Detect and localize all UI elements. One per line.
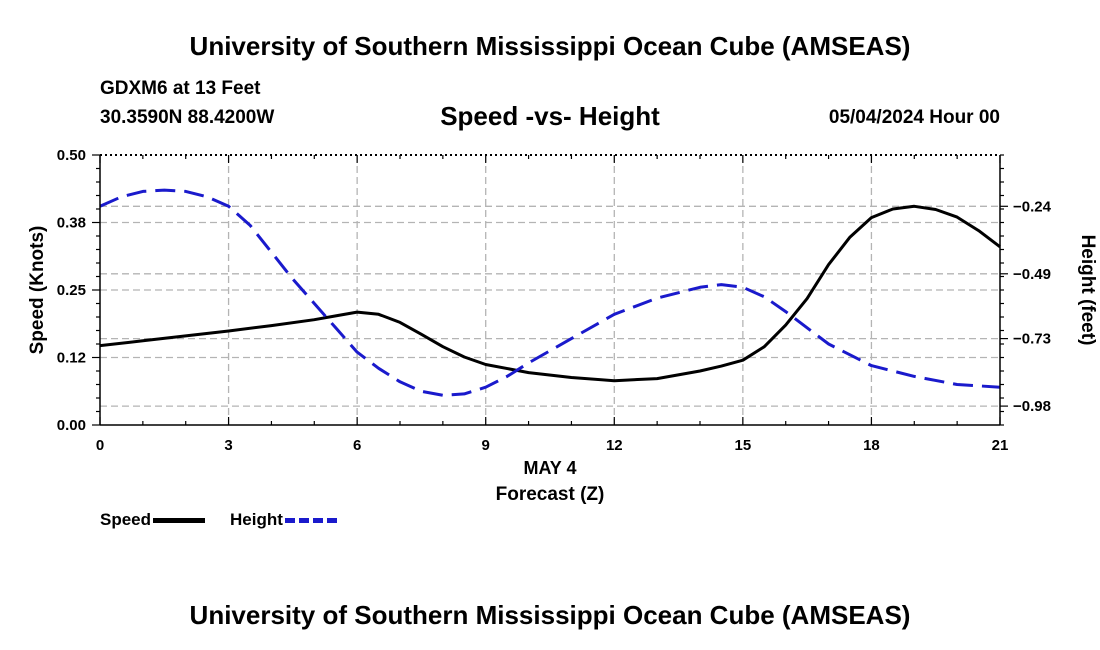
series-line-speed [99, 204, 1001, 383]
x-tick-label: 12 [606, 437, 623, 454]
legend-height-swatch [284, 518, 337, 524]
grid-lines [100, 155, 1000, 425]
legend-item-height: Height [230, 510, 337, 530]
footer-title: University of Southern Mississippi Ocean… [189, 600, 911, 630]
chart-subtitle: Speed -vs- Height [440, 101, 660, 131]
y-right-axis-label: Height (feet) [1077, 235, 1098, 346]
y-left-tick-label: 0.00 [57, 417, 86, 434]
legend-item-speed: Speed [100, 510, 206, 530]
x-tick-label: 15 [735, 437, 752, 454]
y-right-tick-label: −0.98 [1013, 398, 1051, 415]
chart-main-title: University of Southern Mississippi Ocean… [189, 31, 911, 61]
y-left-axis-label: Speed (Knots) [27, 226, 48, 355]
x-tick-label: 18 [863, 437, 880, 454]
y-left-tick-label: 0.38 [57, 215, 86, 232]
y-right-tick-label: −0.73 [1013, 331, 1051, 348]
x-axis-label: Forecast (Z) [496, 484, 605, 505]
x-tick-label: 21 [992, 437, 1009, 454]
legend-speed-swatch [153, 518, 206, 524]
x-tick-label: 9 [482, 437, 490, 454]
legend-height-label: Height [230, 510, 283, 529]
y-right-tick-label: −0.24 [1013, 198, 1052, 215]
station-coordinates: 30.3590N 88.4200W [100, 107, 275, 128]
series-layer [99, 188, 1001, 397]
series-line-height [99, 188, 1001, 397]
x-tick-label: 3 [224, 437, 232, 454]
x-tick-label: 6 [353, 437, 361, 454]
legend-speed-label: Speed [100, 510, 152, 529]
y-left-tick-label: 0.12 [57, 350, 86, 367]
y-left-tick-label: 0.50 [57, 147, 86, 164]
x-tick-label: 0 [96, 437, 104, 454]
axis-labels: 0 3 6 9 12 15 18 21 0.00 0.12 0.25 0.38 0.50 −0.98 −0.… [27, 147, 1098, 505]
forecast-datestamp: 05/04/2024 Hour 00 [828, 107, 1000, 128]
y-right-tick-label: −0.49 [1013, 266, 1051, 283]
axis-ticks [92, 154, 1008, 426]
y-left-tick-label: 0.25 [57, 282, 86, 299]
x-axis-date-label: MAY 4 [523, 458, 576, 478]
station-label: GDXM6 at 13 Feet [100, 78, 261, 99]
